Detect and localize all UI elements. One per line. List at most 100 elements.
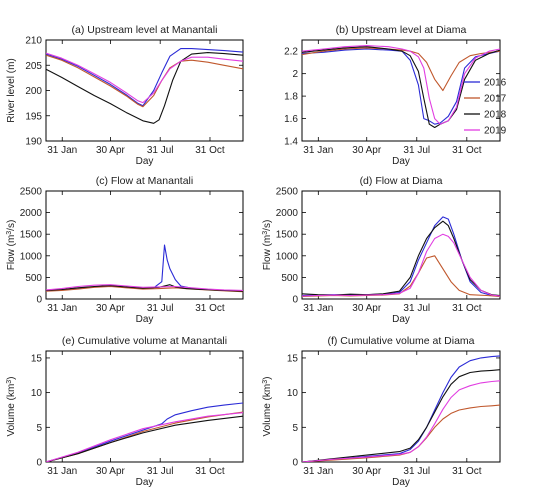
plot-area [301, 39, 501, 142]
panel-title: (d) Flow at Diama [360, 175, 443, 187]
panel-a: (a) Upstream level at Manantali 31 Jan 30 … [25, 24, 244, 167]
x-tick-label: 31 Jan [47, 145, 77, 156]
y-tick-label: 205 [25, 61, 42, 72]
x-tick-label: 30 Apr [96, 303, 126, 314]
y-tick-label: 0 [292, 295, 298, 306]
x-tick-label: 31 Oct [452, 145, 482, 156]
x-tick-label: 31 Oct [452, 466, 482, 477]
x-axis-label: Day [136, 156, 154, 167]
x-tick-label: 31 Jan [303, 145, 333, 156]
panel-title: (f) Cumulative volume at Diama [327, 335, 474, 347]
series-line-2018 [46, 415, 243, 462]
y-axis-label: Flow (m3/s) [262, 220, 274, 271]
x-tick-label: 31 Jan [303, 303, 333, 314]
y-tick-label: 2500 [276, 187, 299, 198]
y-tick-label: 15 [31, 353, 43, 364]
x-tick-label: 30 Apr [352, 466, 382, 477]
panel-title: (c) Flow at Manantali [96, 175, 193, 187]
series-line-2018 [46, 52, 243, 124]
x-tick-label: 31 Jul [403, 303, 430, 314]
panel-title: (a) Upstream level at Manantali [72, 24, 218, 36]
panel-e: (e) Cumulative volume at Manantali 31 Jan… [31, 335, 244, 488]
series-line-2019 [302, 233, 500, 297]
x-tick-label: 31 Jan [47, 466, 77, 477]
y-tick-label: 1.6 [284, 114, 298, 125]
series-line-2019 [302, 380, 500, 462]
plot-area [301, 190, 501, 300]
y-tick-label: 195 [25, 111, 42, 122]
y-tick-label: 2000 [20, 208, 43, 219]
y-tick-label: 2 [292, 69, 298, 80]
x-axis-label: Day [136, 477, 154, 488]
y-tick-label: 500 [25, 273, 42, 284]
y-tick-label: 1000 [276, 251, 299, 262]
series-line-2016 [302, 48, 500, 125]
panel-title: (e) Cumulative volume at Manantali [62, 335, 227, 347]
series-line-2017 [302, 404, 500, 462]
x-axis-label: Day [392, 156, 410, 167]
y-tick-label: 0 [292, 458, 298, 469]
x-tick-label: 31 Jul [147, 145, 174, 156]
y-tick-label: 1500 [20, 230, 43, 241]
legend-label-2019: 2019 [484, 126, 507, 137]
y-tick-label: 2500 [20, 187, 43, 198]
x-tick-label: 30 Apr [352, 145, 382, 156]
x-tick-label: 31 Jul [147, 466, 174, 477]
x-tick-label: 31 Oct [452, 303, 482, 314]
y-tick-label: 0 [36, 458, 42, 469]
x-tick-label: 31 Jan [47, 303, 77, 314]
series-line-2019 [46, 52, 243, 104]
x-tick-label: 30 Apr [96, 145, 126, 156]
y-tick-label: 1.8 [284, 92, 298, 103]
series-line-2018 [302, 46, 500, 129]
x-axis-label: Day [392, 477, 410, 488]
y-tick-label: 210 [25, 36, 42, 47]
series-line-2018 [46, 284, 243, 292]
series-line-2017 [302, 47, 500, 92]
panel-b: (b) Upstream level at Diama 31 Jan 30 Apr 3… [284, 24, 507, 167]
y-tick-label: 10 [287, 388, 299, 399]
series-line-2019 [46, 412, 243, 462]
y-axis-label: Volume (km3) [6, 376, 18, 436]
plot-area [45, 190, 244, 300]
x-tick-label: 31 Jul [403, 466, 430, 477]
panel-c: (c) Flow at Manantali 31 Jan 30 Apr 31 Jul 3… [20, 175, 244, 325]
y-axis-label: Volume (km3) [262, 376, 274, 436]
series-line-2018 [302, 369, 500, 462]
series-line-2019 [46, 284, 243, 291]
series-line-2019 [302, 45, 500, 125]
series-line-2018 [302, 220, 500, 297]
x-tick-label: 31 Jan [303, 466, 333, 477]
y-tick-label: 2000 [276, 208, 299, 219]
y-tick-label: 5 [292, 423, 298, 434]
y-tick-label: 1500 [276, 230, 299, 241]
x-tick-label: 31 Oct [195, 303, 225, 314]
y-tick-label: 10 [31, 388, 43, 399]
legend-label-2016: 2016 [484, 78, 507, 89]
panel-title: (b) Upstream level at Diama [336, 24, 467, 36]
y-tick-label: 1.4 [284, 137, 298, 148]
y-tick-label: 200 [25, 86, 42, 97]
x-tick-label: 31 Jul [403, 145, 430, 156]
plot-area [45, 39, 244, 142]
series-line-2016 [46, 402, 243, 462]
y-tick-label: 500 [281, 273, 298, 284]
y-tick-label: 2.2 [284, 47, 298, 58]
x-tick-label: 31 Oct [195, 466, 225, 477]
series-line-2017 [46, 54, 243, 108]
x-axis-label: Day [392, 314, 410, 325]
series-line-2016 [302, 216, 500, 297]
x-axis-label: Day [136, 314, 154, 325]
y-axis-label: Flow (m3/s) [6, 220, 18, 271]
x-tick-label: 31 Jul [147, 303, 174, 314]
legend-label-2017: 2017 [484, 94, 507, 105]
y-tick-label: 1000 [20, 251, 43, 262]
y-axis-label: River level (m) [6, 58, 17, 122]
x-tick-label: 30 Apr [96, 466, 126, 477]
legend-label-2018: 2018 [484, 110, 507, 121]
series-line-2016 [46, 48, 243, 107]
x-tick-label: 30 Apr [352, 303, 382, 314]
x-tick-label: 31 Oct [195, 145, 225, 156]
y-tick-label: 5 [36, 423, 42, 434]
